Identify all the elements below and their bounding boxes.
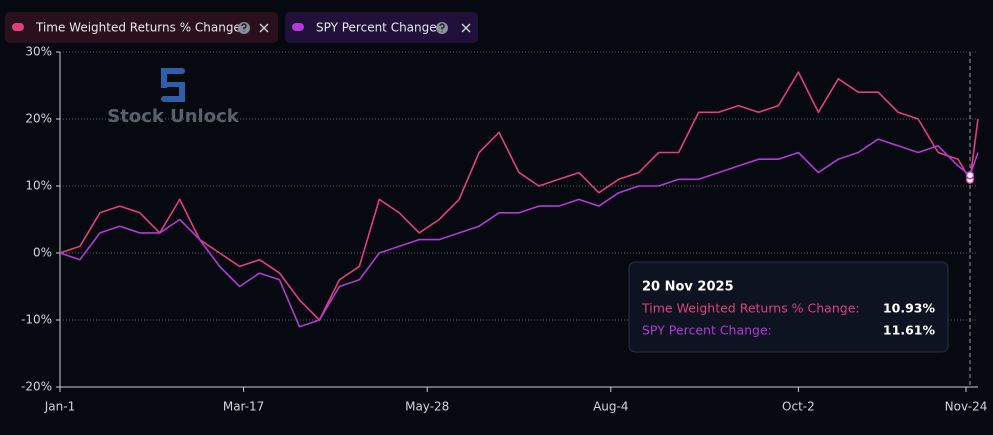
x-tick-label: Oct-2 [782, 400, 815, 414]
y-tick-label: -20% [21, 380, 52, 394]
hover-point [965, 170, 975, 180]
tooltip-date: 20 Nov 2025 [642, 280, 734, 295]
x-tick-label: May-28 [405, 400, 449, 414]
y-tick-label: 10% [25, 179, 52, 193]
tooltip-value: 11.61% [883, 323, 936, 338]
legend-swatch [292, 23, 304, 31]
watermark-logo [161, 68, 185, 102]
legend-label: Time Weighted Returns % Change [35, 21, 241, 35]
tooltip-box [628, 261, 949, 353]
legend-chip[interactable] [285, 12, 478, 43]
y-tick-label: 30% [25, 45, 52, 59]
legend-label: SPY Percent Change [316, 21, 437, 35]
line [59, 71, 979, 321]
line [59, 138, 979, 328]
x-tick-label: Mar-17 [223, 400, 264, 414]
watermark: Stock Unlock [107, 106, 239, 127]
y-tick-label: 20% [25, 112, 52, 126]
y-tick-label: 0% [33, 246, 52, 260]
x-tick-label: Aug-4 [593, 400, 628, 414]
tooltip-label: Time Weighted Returns % Change: [641, 301, 860, 316]
y-tick-label: -10% [21, 313, 52, 327]
remove-icon[interactable] [259, 23, 269, 33]
legend-chip[interactable] [5, 12, 278, 43]
x-tick-label: Jan-1 [44, 400, 75, 414]
help-glyph [241, 23, 247, 32]
x-tick-label: Nov-24 [945, 400, 988, 414]
remove-icon[interactable] [461, 23, 471, 33]
tooltip-value: 10.93% [883, 301, 936, 316]
help-glyph [439, 23, 445, 32]
tooltip-label: SPY Percent Change: [642, 323, 772, 338]
legend-swatch [12, 23, 24, 31]
